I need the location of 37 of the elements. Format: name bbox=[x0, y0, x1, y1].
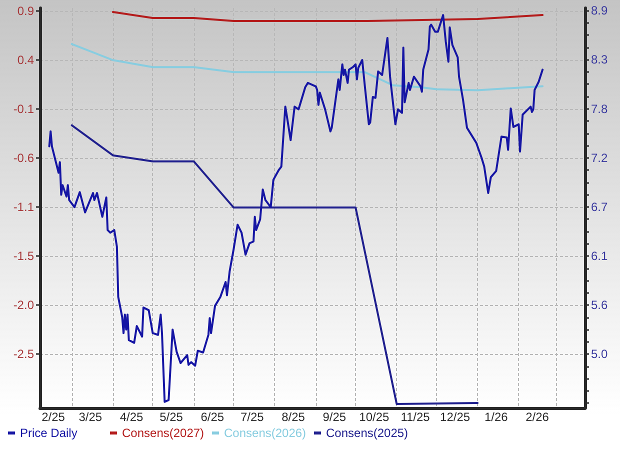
y2-tick-label: 7.2 bbox=[591, 150, 608, 165]
x-tick-label: 4/25 bbox=[120, 410, 144, 424]
y-tick-label: -2.5 bbox=[13, 347, 34, 362]
y-tick-label: 0.9 bbox=[17, 4, 34, 18]
line-series bbox=[112, 11, 544, 22]
legend-label: Consens(2025) bbox=[326, 426, 408, 440]
y-tick-label: 0.4 bbox=[17, 53, 34, 68]
x-tick-label: 5/25 bbox=[160, 410, 184, 424]
y2-tick-label: 5.6 bbox=[591, 298, 608, 312]
y2-tick-label: 6.1 bbox=[591, 249, 608, 264]
y-tick-label: -0.6 bbox=[13, 151, 34, 166]
x-tick-label: 2/25 bbox=[42, 410, 66, 424]
y2-tick-label: 8.9 bbox=[591, 4, 608, 18]
y2-tick-label: 6.7 bbox=[591, 200, 608, 214]
legend-label: Consens(2026) bbox=[224, 426, 306, 440]
y-tick-label: -1.1 bbox=[13, 200, 34, 214]
line-series bbox=[70, 43, 544, 92]
x-tick-label: 9/25 bbox=[322, 410, 346, 424]
y2-tick-label: 7.8 bbox=[591, 102, 608, 116]
x-tick-label: 10/25 bbox=[359, 410, 390, 424]
legend-label: Price Daily bbox=[20, 426, 78, 440]
x-tick-label: 1/26 bbox=[484, 410, 508, 424]
x-tick-label: 11/25 bbox=[400, 410, 430, 424]
y2-tick-label: 8.3 bbox=[591, 52, 608, 67]
legend-label: Consens(2027) bbox=[122, 426, 204, 440]
x-tick-label: 7/25 bbox=[240, 410, 264, 424]
y-tick-label: -1.5 bbox=[13, 249, 34, 264]
x-tick-label: 3/25 bbox=[78, 410, 102, 424]
line-series bbox=[70, 124, 479, 405]
y2-tick-label: 5.0 bbox=[591, 347, 608, 362]
y-tick-label: -0.1 bbox=[13, 102, 34, 116]
x-tick-label: 8/25 bbox=[282, 410, 306, 424]
x-tick-label: 12/25 bbox=[440, 410, 470, 424]
x-tick-label: 2/26 bbox=[526, 410, 550, 424]
y-tick-label: -2.0 bbox=[13, 298, 34, 312]
x-tick-label: 6/25 bbox=[200, 410, 224, 424]
line-series bbox=[48, 14, 544, 403]
